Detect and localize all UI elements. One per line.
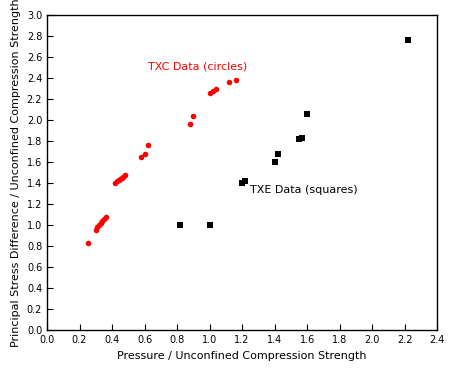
Point <box>186 122 193 128</box>
Point <box>116 176 124 182</box>
Point <box>84 240 91 246</box>
Point <box>141 151 148 157</box>
Point <box>113 178 120 184</box>
Point <box>115 177 122 183</box>
Point <box>270 159 278 165</box>
Point <box>238 180 245 186</box>
Point <box>92 227 99 232</box>
Point <box>111 180 119 186</box>
X-axis label: Pressure / Unconfined Compression Strength: Pressure / Unconfined Compression Streng… <box>117 351 366 361</box>
Point <box>232 77 239 83</box>
Y-axis label: Principal Stress Difference / Unconfined Compression Strength: Principal Stress Difference / Unconfined… <box>11 0 21 347</box>
Text: TXC Data (circles): TXC Data (circles) <box>147 62 247 72</box>
Point <box>176 222 183 228</box>
Point <box>209 88 216 94</box>
Point <box>121 172 128 178</box>
Point <box>212 86 219 92</box>
Point <box>206 90 213 96</box>
Point <box>404 37 411 43</box>
Point <box>101 214 109 220</box>
Point <box>100 216 107 222</box>
Point <box>95 222 102 228</box>
Point <box>273 151 281 157</box>
Point <box>137 154 145 160</box>
Point <box>144 142 151 148</box>
Point <box>241 178 248 184</box>
Point <box>98 218 106 224</box>
Point <box>303 111 310 117</box>
Point <box>295 136 302 142</box>
Point <box>97 220 104 226</box>
Point <box>206 222 213 228</box>
Point <box>118 175 125 181</box>
Point <box>189 113 197 119</box>
Point <box>225 79 232 85</box>
Point <box>120 174 127 180</box>
Point <box>94 224 101 230</box>
Point <box>298 135 305 141</box>
Text: TXE Data (squares): TXE Data (squares) <box>250 185 357 195</box>
